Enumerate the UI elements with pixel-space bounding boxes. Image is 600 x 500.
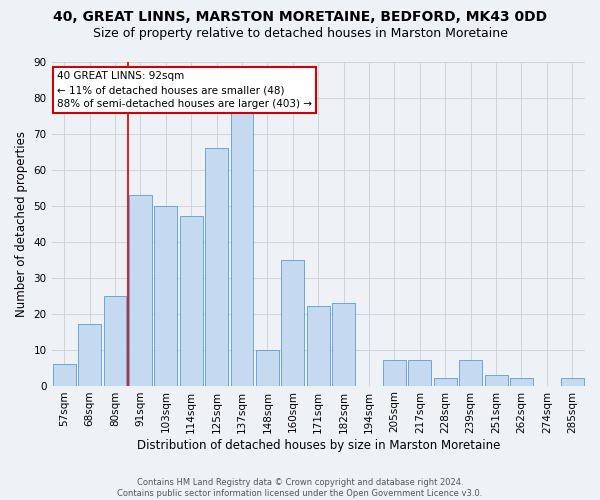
Bar [510,378,533,386]
Text: Contains HM Land Registry data © Crown copyright and database right 2024.
Contai: Contains HM Land Registry data © Crown c… [118,478,482,498]
Bar [561,378,584,386]
Bar [459,360,482,386]
Bar [53,364,76,386]
Bar [129,194,152,386]
Text: 40, GREAT LINNS, MARSTON MORETAINE, BEDFORD, MK43 0DD: 40, GREAT LINNS, MARSTON MORETAINE, BEDF… [53,10,547,24]
X-axis label: Distribution of detached houses by size in Marston Moretaine: Distribution of detached houses by size … [137,440,500,452]
Bar [205,148,228,386]
Bar [104,296,127,386]
Bar [434,378,457,386]
Bar [307,306,330,386]
Bar [180,216,203,386]
Bar [281,260,304,386]
Bar [383,360,406,386]
Text: Size of property relative to detached houses in Marston Moretaine: Size of property relative to detached ho… [92,28,508,40]
Bar [230,112,253,386]
Bar [332,303,355,386]
Text: 40 GREAT LINNS: 92sqm
← 11% of detached houses are smaller (48)
88% of semi-deta: 40 GREAT LINNS: 92sqm ← 11% of detached … [57,71,312,109]
Y-axis label: Number of detached properties: Number of detached properties [15,130,28,316]
Bar [485,375,508,386]
Bar [409,360,431,386]
Bar [256,350,279,386]
Bar [78,324,101,386]
Bar [154,206,177,386]
